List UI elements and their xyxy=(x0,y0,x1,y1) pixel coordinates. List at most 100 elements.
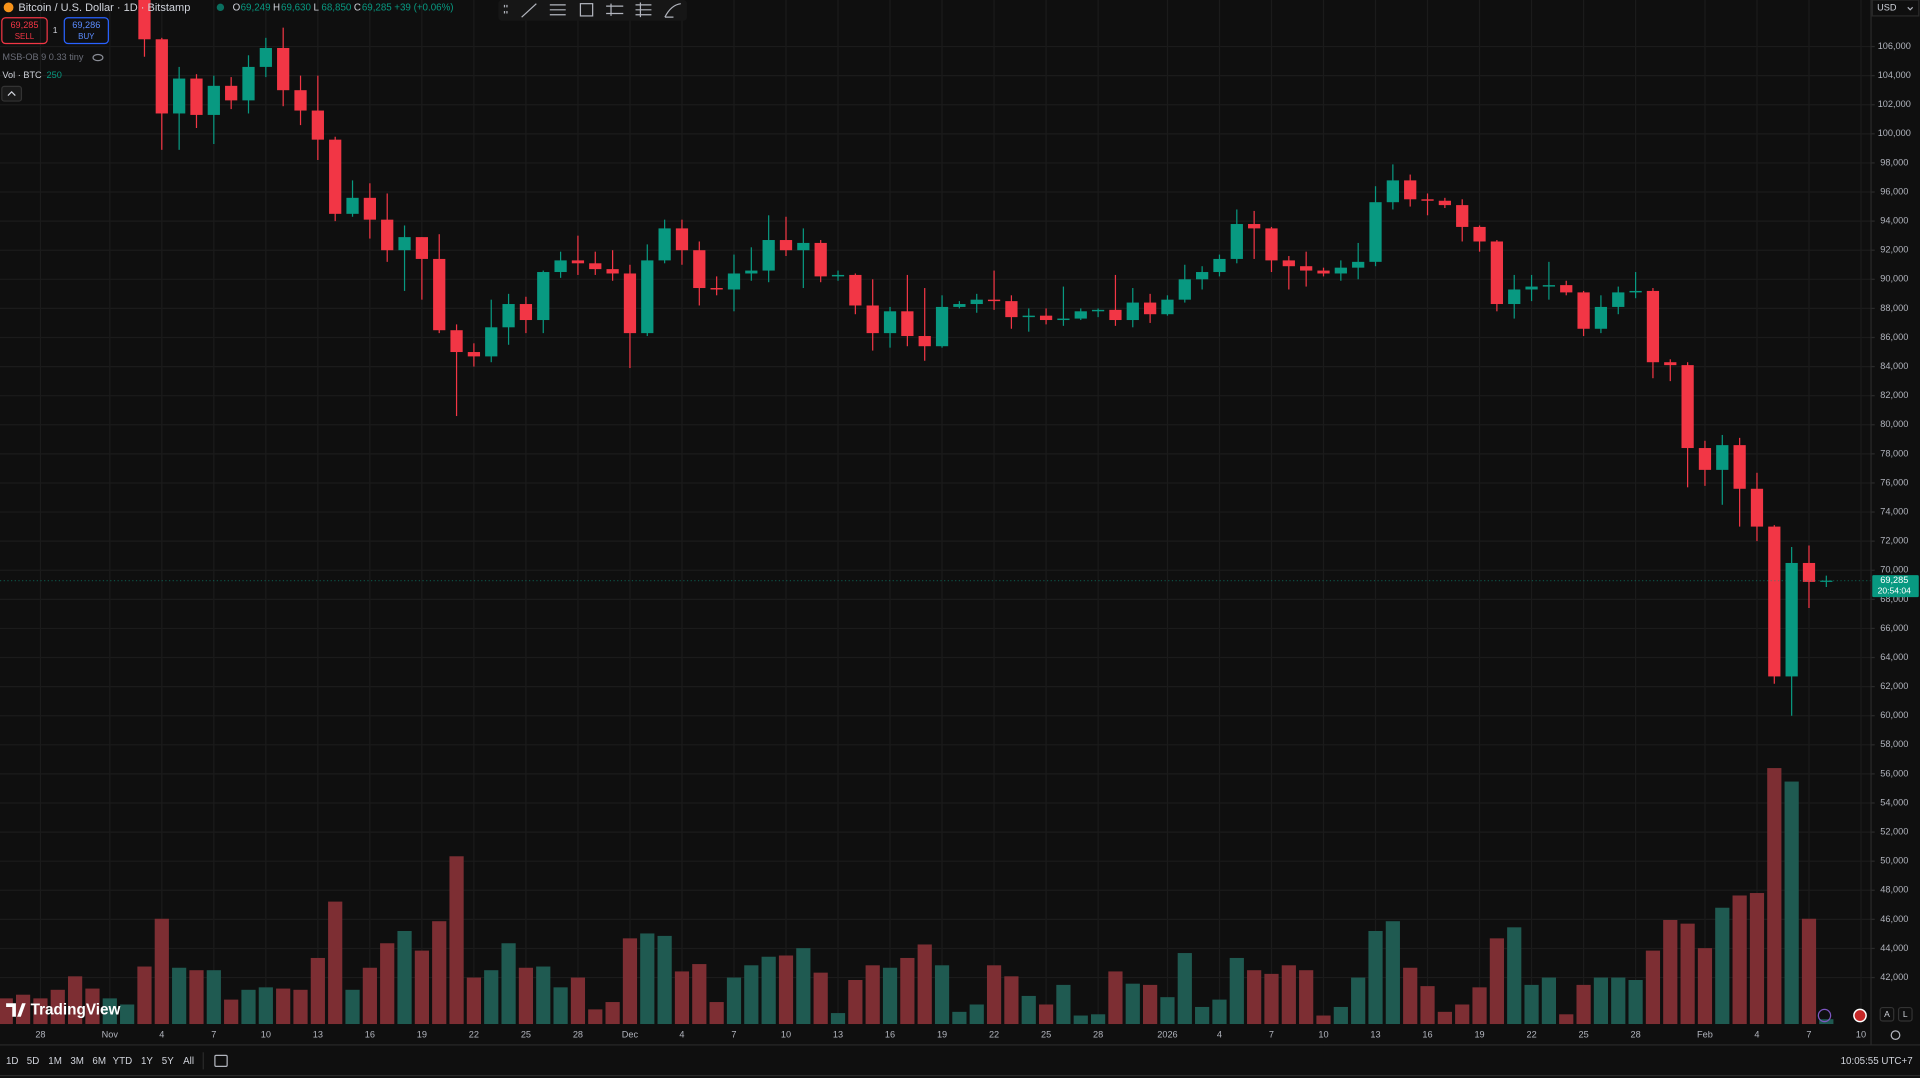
volume-bar xyxy=(1090,1014,1106,1025)
range-button[interactable]: 5Y xyxy=(162,1056,174,1067)
candle-body xyxy=(1542,285,1556,287)
settings-icon[interactable] xyxy=(1890,1030,1901,1041)
volume-bar xyxy=(432,921,447,1025)
volume-bar xyxy=(813,972,828,1025)
rectangle-tool[interactable] xyxy=(579,3,594,17)
candle-body xyxy=(190,78,203,115)
quantity[interactable]: 1 xyxy=(53,25,58,35)
range-button[interactable]: 1Y xyxy=(141,1056,153,1067)
range-button[interactable]: 3M xyxy=(70,1056,84,1067)
volume-pane xyxy=(0,768,1834,1025)
auto-scale-box[interactable] xyxy=(1879,1006,1895,1022)
candle-body xyxy=(866,305,879,334)
volume-bar xyxy=(102,998,117,1025)
candle-body xyxy=(1490,241,1504,305)
volume-bar xyxy=(1455,1004,1470,1025)
volume-bar xyxy=(709,1002,724,1025)
y-tick-label: 56,000 xyxy=(1880,768,1908,778)
brush-tool[interactable] xyxy=(664,3,681,18)
alert-icon[interactable] xyxy=(1817,1008,1832,1023)
candle-body xyxy=(259,48,272,67)
volume-bar xyxy=(570,977,586,1025)
x-tick-label: 16 xyxy=(1422,1030,1432,1040)
ohlc-value: 69,249 xyxy=(241,3,271,14)
candle-body xyxy=(502,304,515,328)
ohlc-value: 69,285 xyxy=(362,3,392,14)
volume-bar xyxy=(466,977,482,1025)
collapse-button[interactable] xyxy=(1,85,23,102)
sell-price: 69,285 xyxy=(10,20,38,30)
range-button[interactable]: 1M xyxy=(48,1056,62,1067)
y-tick-label: 78,000 xyxy=(1880,448,1908,458)
log-scale[interactable]: L xyxy=(1903,1009,1908,1019)
y-tick-label: 58,000 xyxy=(1880,739,1908,749)
range-button[interactable]: All xyxy=(183,1056,194,1067)
x-tick-label: 13 xyxy=(1370,1030,1380,1040)
buy-button[interactable] xyxy=(63,17,109,45)
volume-bar xyxy=(848,980,863,1025)
currency-box[interactable] xyxy=(1871,0,1920,17)
candle-body xyxy=(467,352,481,357)
logo-text[interactable]: TradingView xyxy=(31,1002,121,1019)
ohlc-key: L xyxy=(313,3,319,14)
ohlc-value: 68,850 xyxy=(321,3,351,14)
candle-body xyxy=(433,258,446,331)
ohlc-key: O xyxy=(233,3,241,14)
goto-date-icon[interactable] xyxy=(214,1054,228,1067)
clock[interactable]: 10:05:55 UTC+7 xyxy=(1841,1056,1913,1067)
volume-label[interactable]: Vol · BTC xyxy=(2,70,42,80)
toolbar-icons xyxy=(503,2,681,18)
y-tick-label: 70,000 xyxy=(1880,565,1908,575)
candle-body xyxy=(589,263,602,270)
sell-button[interactable] xyxy=(1,17,48,45)
x-tick-label: 13 xyxy=(833,1030,843,1040)
x-tick-label: 16 xyxy=(365,1030,375,1040)
volume-bar xyxy=(1749,893,1765,1025)
y-tick-label: 74,000 xyxy=(1880,506,1908,516)
range-button[interactable]: YTD xyxy=(113,1056,133,1067)
visibility-icon[interactable] xyxy=(92,53,104,62)
candle-body xyxy=(1369,202,1382,262)
volume-bar xyxy=(1576,984,1591,1025)
measure-tool[interactable] xyxy=(606,3,624,16)
volume-bar xyxy=(1333,1006,1348,1025)
candle-body xyxy=(1143,302,1157,315)
log-scale-box[interactable] xyxy=(1897,1006,1913,1022)
volume-bar xyxy=(1697,948,1713,1025)
x-tick-label: 16 xyxy=(885,1030,895,1040)
candle-body xyxy=(138,0,151,40)
range-button[interactable]: 5D xyxy=(27,1056,40,1067)
candle-body xyxy=(1612,292,1625,307)
market-icon[interactable] xyxy=(1853,1008,1867,1023)
ohlc-legend: O 69,249 H 69,630 L 68,850 C 69,285 xyxy=(233,3,393,14)
volume-bar xyxy=(1645,950,1661,1025)
candle-body xyxy=(1178,279,1191,300)
range-button[interactable]: 1D xyxy=(6,1056,19,1067)
fib-tool[interactable] xyxy=(549,4,566,16)
range-button[interactable]: 6M xyxy=(92,1056,106,1067)
trend-line-tool[interactable] xyxy=(521,3,537,18)
volume-bar xyxy=(484,970,499,1025)
volume-bar xyxy=(33,998,48,1025)
candle-body xyxy=(1317,270,1330,274)
candle-body xyxy=(849,274,862,306)
pattern-tool[interactable] xyxy=(635,2,652,18)
drag-handle[interactable] xyxy=(503,4,508,14)
volume-bar xyxy=(172,967,187,1025)
symbol-title[interactable]: Bitcoin / U.S. Dollar · 1D · Bitstamp xyxy=(18,2,190,14)
symbol-icon[interactable] xyxy=(3,2,14,13)
y-tick-label: 44,000 xyxy=(1880,943,1908,953)
candle-body xyxy=(1456,205,1469,227)
y-tick-label: 68,000 xyxy=(1880,594,1908,604)
candle-body xyxy=(1074,311,1087,319)
volume-bar xyxy=(241,989,256,1025)
collapse-icon xyxy=(7,91,16,96)
auto-scale[interactable]: A xyxy=(1884,1009,1890,1019)
candle-body xyxy=(1109,309,1122,321)
indicator-label[interactable]: MSB-OB 9 0.33 tiny xyxy=(2,52,83,62)
candle-body xyxy=(1716,445,1729,470)
volume-bar xyxy=(1021,995,1036,1025)
countdown: 20:54:04 xyxy=(1878,585,1912,595)
currency[interactable]: USD xyxy=(1877,2,1897,12)
volume-bar xyxy=(640,933,655,1025)
